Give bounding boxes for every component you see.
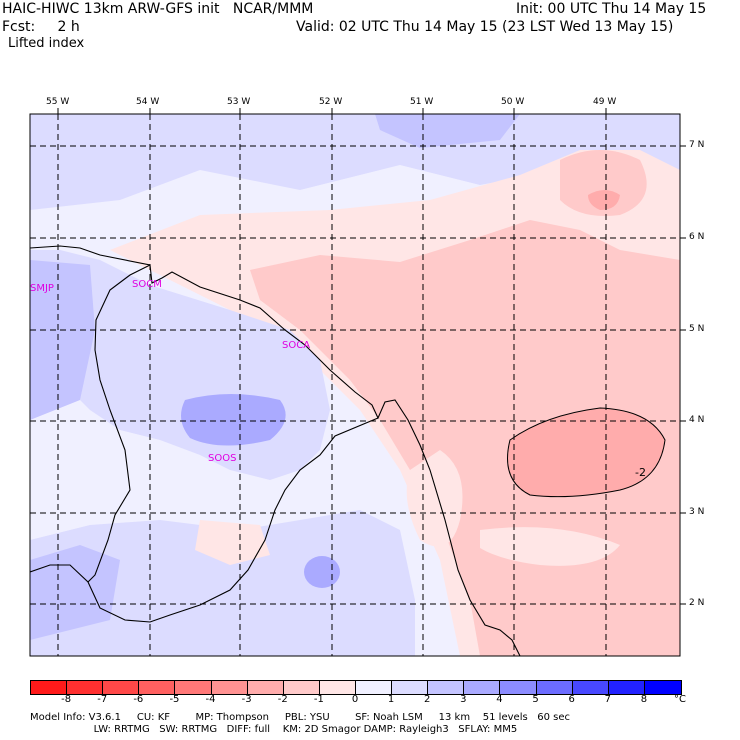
lon-label: 51 W bbox=[410, 97, 434, 107]
colorbar-tick-label: 7 bbox=[604, 694, 611, 705]
colorbar-segment bbox=[536, 681, 573, 694]
header-forecast-hour: Fcst: 2 h bbox=[2, 19, 80, 35]
lat-label: 6 N bbox=[689, 232, 705, 242]
colorbar-tick-label: 5 bbox=[532, 694, 539, 705]
lon-label: 53 W bbox=[227, 97, 251, 107]
colorbar-tick-label: 3 bbox=[460, 694, 467, 705]
header-model-title: HAIC-HIWC 13km ARW-GFS init NCAR/MMM bbox=[2, 1, 314, 17]
colorbar-segment bbox=[608, 681, 645, 694]
station-smjp: SMJP bbox=[30, 283, 54, 294]
colorbar-segment bbox=[392, 681, 429, 694]
lon-label: 49 W bbox=[593, 97, 617, 107]
header-init-time: Init: 00 UTC Thu 14 May 15 bbox=[516, 1, 707, 17]
colorbar-segment bbox=[31, 681, 68, 694]
lat-label: 3 N bbox=[689, 507, 705, 517]
colorbar-tick-label: -3 bbox=[241, 694, 252, 705]
colorbar-segment bbox=[644, 681, 681, 694]
colorbar-segment bbox=[103, 681, 140, 694]
model-info-line2: LW: RRTMG SW: RRTMG DIFF: full KM: 2D Sm… bbox=[30, 724, 518, 735]
colorbar-tick-label: 2 bbox=[424, 694, 431, 705]
field-name: Lifted index bbox=[8, 36, 85, 51]
colorbar-segment bbox=[428, 681, 465, 694]
colorbar-tick-label: -7 bbox=[97, 694, 108, 705]
lat-label: 5 N bbox=[689, 324, 705, 334]
colorbar-segment bbox=[67, 681, 104, 694]
lifted-index-field bbox=[30, 114, 680, 656]
colorbar bbox=[30, 680, 682, 695]
station-soos: SOOS bbox=[208, 453, 237, 464]
lat-label: 4 N bbox=[689, 415, 705, 425]
lon-label: 50 W bbox=[501, 97, 525, 107]
colorbar-tick-label: 4 bbox=[496, 694, 503, 705]
colorbar-segment bbox=[319, 681, 356, 694]
colorbar-unit: °C bbox=[674, 694, 686, 705]
lat-label: 7 N bbox=[689, 140, 705, 150]
colorbar-segment bbox=[500, 681, 537, 694]
coastlines-borders bbox=[30, 245, 521, 656]
colorbar-segment bbox=[572, 681, 609, 694]
station-soca: SOCA bbox=[282, 340, 311, 351]
colorbar-segment bbox=[175, 681, 212, 694]
colorbar-tick-label: -2 bbox=[277, 694, 288, 705]
contour-label: -2 bbox=[635, 466, 646, 479]
colorbar-tick-label: 6 bbox=[568, 694, 575, 705]
colorbar-segment bbox=[247, 681, 284, 694]
colorbar-tick-label: 8 bbox=[640, 694, 648, 705]
colorbar-tick-label: 0 bbox=[351, 694, 359, 705]
axis-ticks bbox=[57, 108, 686, 605]
colorbar-tick-label: -5 bbox=[169, 694, 180, 705]
header-valid-time: Valid: 02 UTC Thu 14 May 15 (23 LST Wed … bbox=[296, 19, 674, 35]
model-info-line1: Model Info: V3.6.1 CU: KF MP: Thompson P… bbox=[30, 712, 570, 723]
station-socm: SOCM bbox=[132, 279, 162, 290]
lon-label: 55 W bbox=[46, 97, 70, 107]
lon-label: 54 W bbox=[136, 97, 160, 107]
colorbar-segment bbox=[139, 681, 176, 694]
colorbar-tick-label: 1 bbox=[387, 694, 395, 705]
map-frame bbox=[29, 113, 681, 657]
colorbar-tick-label: -1 bbox=[313, 694, 324, 705]
lon-label: 52 W bbox=[319, 97, 343, 107]
colorbar-segment bbox=[211, 681, 248, 694]
colorbar-tick-label: -6 bbox=[133, 694, 144, 705]
colorbar-tick-label: -8 bbox=[61, 694, 72, 705]
colorbar-segment bbox=[356, 681, 393, 694]
colorbar-tick-label: -4 bbox=[205, 694, 216, 705]
colorbar-segment bbox=[283, 681, 320, 694]
graticule bbox=[30, 114, 680, 656]
colorbar-segment bbox=[464, 681, 501, 694]
lat-label: 2 N bbox=[689, 598, 705, 608]
